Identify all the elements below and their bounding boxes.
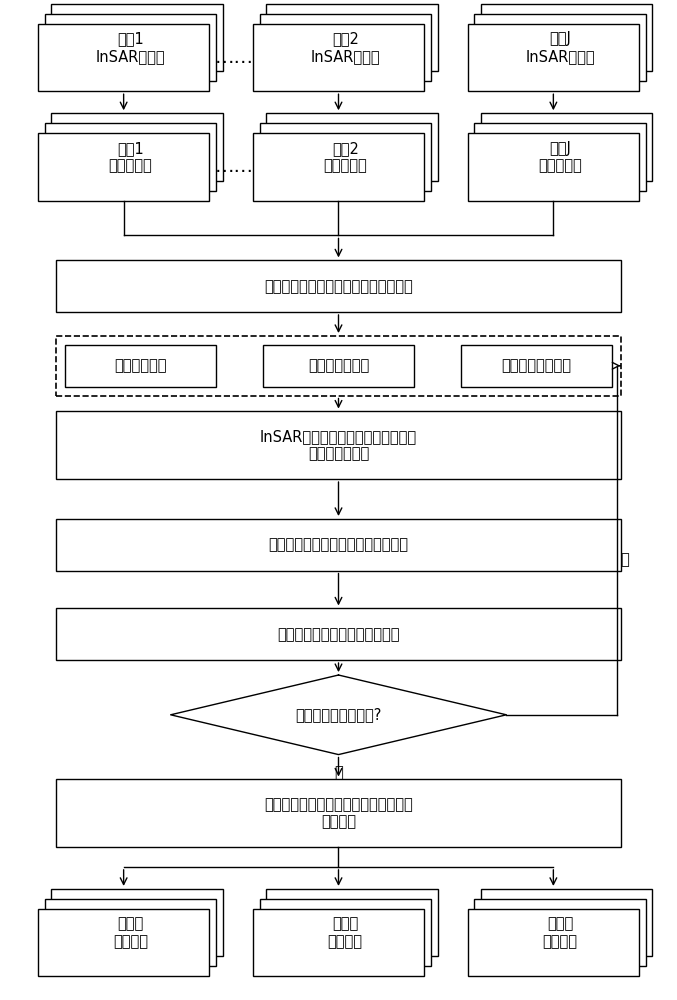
Text: 对每个时刻的弧段上三维地表形变进行
空间积分: 对每个时刻的弧段上三维地表形变进行 空间积分	[264, 797, 413, 829]
FancyBboxPatch shape	[263, 345, 414, 387]
Text: ……: ……	[214, 157, 253, 176]
FancyBboxPatch shape	[475, 899, 646, 966]
FancyBboxPatch shape	[56, 260, 621, 312]
Text: 是否解算完所有弧段?: 是否解算完所有弧段?	[295, 707, 382, 722]
FancyBboxPatch shape	[266, 889, 437, 956]
FancyBboxPatch shape	[38, 133, 209, 201]
FancyBboxPatch shape	[259, 14, 431, 81]
FancyBboxPatch shape	[481, 113, 653, 181]
Text: 干涉对构网关系: 干涉对构网关系	[308, 358, 369, 373]
Text: 轨道J
InSAR干涉对: 轨道J InSAR干涉对	[525, 31, 595, 64]
Text: 迭代加权最小二乘方法求解未知参数: 迭代加权最小二乘方法求解未知参数	[269, 537, 408, 552]
Text: 地表应力应变模型: 地表应力应变模型	[502, 358, 571, 373]
FancyBboxPatch shape	[259, 123, 431, 191]
FancyBboxPatch shape	[56, 779, 621, 847]
FancyBboxPatch shape	[51, 4, 223, 71]
FancyBboxPatch shape	[51, 889, 223, 956]
FancyBboxPatch shape	[38, 24, 209, 91]
FancyBboxPatch shape	[259, 899, 431, 966]
Text: 南北向
时序形变: 南北向 时序形变	[328, 916, 363, 949]
Polygon shape	[171, 675, 506, 755]
FancyBboxPatch shape	[468, 24, 639, 91]
Text: 轨道1
高相干点集: 轨道1 高相干点集	[108, 141, 152, 173]
FancyBboxPatch shape	[45, 123, 216, 191]
FancyBboxPatch shape	[65, 345, 216, 387]
FancyBboxPatch shape	[56, 336, 621, 396]
FancyBboxPatch shape	[45, 14, 216, 81]
FancyBboxPatch shape	[475, 14, 646, 81]
FancyBboxPatch shape	[461, 345, 612, 387]
FancyBboxPatch shape	[51, 113, 223, 181]
FancyBboxPatch shape	[481, 889, 653, 956]
Text: 轨道1
InSAR干涉对: 轨道1 InSAR干涉对	[95, 31, 165, 64]
Text: 卫星成像几何: 卫星成像几何	[114, 358, 167, 373]
FancyBboxPatch shape	[38, 909, 209, 976]
FancyBboxPatch shape	[475, 123, 646, 191]
FancyBboxPatch shape	[253, 909, 424, 976]
Text: InSAR缠绕相位与时序三维形变梯度
之间的函数关系: InSAR缠绕相位与时序三维形变梯度 之间的函数关系	[260, 429, 417, 462]
Text: 轨道J
高相干点集: 轨道J 高相干点集	[538, 141, 582, 173]
FancyBboxPatch shape	[56, 608, 621, 660]
FancyBboxPatch shape	[56, 519, 621, 571]
FancyBboxPatch shape	[56, 411, 621, 479]
Text: 垂直向
时序形变: 垂直向 时序形变	[542, 916, 577, 949]
FancyBboxPatch shape	[481, 4, 653, 71]
FancyBboxPatch shape	[253, 24, 424, 91]
Text: 否: 否	[621, 552, 629, 567]
FancyBboxPatch shape	[266, 4, 437, 71]
FancyBboxPatch shape	[266, 113, 437, 181]
Text: ……: ……	[214, 48, 253, 67]
Text: 剔除边界距离较长弧段的狄洛尼三角网: 剔除边界距离较长弧段的狄洛尼三角网	[264, 279, 413, 294]
Text: 轨道2
InSAR干涉对: 轨道2 InSAR干涉对	[310, 31, 380, 64]
Text: 轨道2
高相干点集: 轨道2 高相干点集	[324, 141, 367, 173]
FancyBboxPatch shape	[253, 133, 424, 201]
Text: 目标弧段上的时序三维地表形变: 目标弧段上的时序三维地表形变	[278, 627, 399, 642]
FancyBboxPatch shape	[468, 909, 639, 976]
FancyBboxPatch shape	[468, 133, 639, 201]
Text: 是: 是	[334, 765, 343, 780]
FancyBboxPatch shape	[45, 899, 216, 966]
Text: 东西向
时序形变: 东西向 时序形变	[113, 916, 148, 949]
